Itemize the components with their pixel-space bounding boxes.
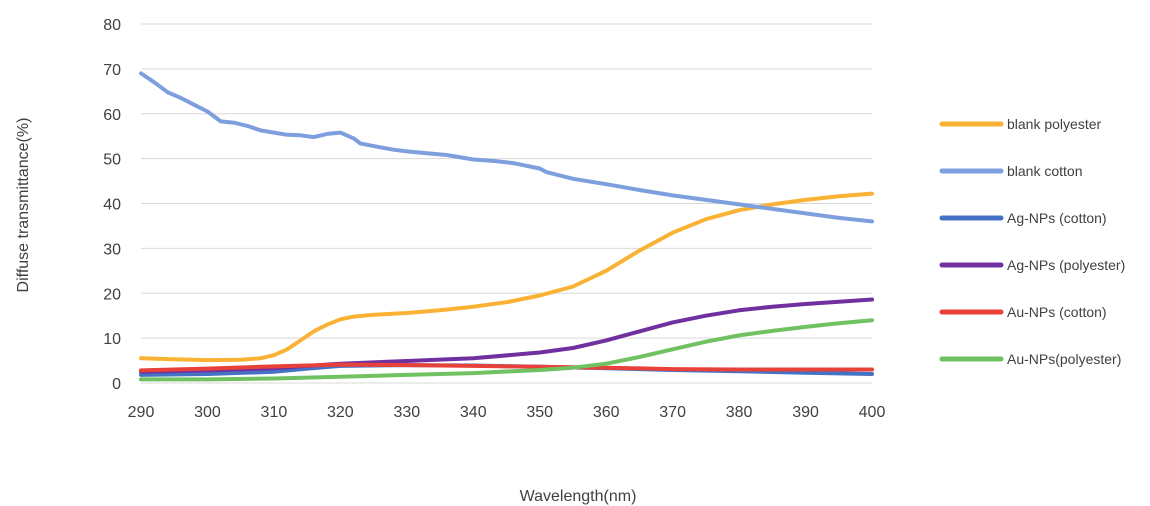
x-tick-label: 330	[393, 404, 420, 421]
y-tick-label: 50	[103, 152, 121, 169]
series-line-4	[139, 362, 874, 373]
y-tick-label: 20	[103, 286, 121, 303]
x-tick-label: 360	[593, 404, 620, 421]
y-axis-ticks: 0 10 20 30 40 50 60 70 80	[103, 17, 121, 393]
series-line-1	[139, 71, 874, 224]
y-tick-label: 0	[112, 376, 121, 393]
legend-label-5: Au-NPs(polyester)	[1007, 351, 1121, 367]
legend-label-3: Ag-NPs (polyester)	[1007, 257, 1125, 273]
x-tick-label: 370	[659, 404, 686, 421]
x-axis-ticks: 290 300 310 320 330 340 350 360 370 380 390 400	[128, 404, 886, 421]
legend-label-1: blank cotton	[1007, 163, 1083, 179]
x-tick-label: 390	[792, 404, 819, 421]
x-tick-label: 380	[726, 404, 753, 421]
x-tick-label: 400	[859, 404, 886, 421]
series-line-5	[139, 318, 874, 382]
y-axis-title: Diffuse transmittance(%)	[15, 118, 32, 293]
x-axis-title: Wavelength(nm)	[520, 488, 637, 505]
legend-label-2: Ag-NPs (cotton)	[1007, 210, 1107, 226]
series-line-0	[139, 191, 874, 363]
y-tick-label: 60	[103, 107, 121, 124]
x-tick-label: 300	[194, 404, 221, 421]
legend: blank polyester blank cotton Ag-NPs (cotto…	[939, 116, 1125, 367]
legend-label-4: Au-NPs (cotton)	[1007, 304, 1107, 320]
y-tick-label: 80	[103, 17, 121, 34]
gridlines	[141, 23, 872, 384]
x-tick-label: 310	[261, 404, 288, 421]
series-lines	[139, 71, 874, 382]
y-tick-label: 30	[103, 241, 121, 258]
y-tick-label: 40	[103, 197, 121, 214]
y-tick-label: 10	[103, 331, 121, 348]
x-tick-label: 340	[460, 404, 487, 421]
x-tick-label: 320	[327, 404, 354, 421]
x-tick-label: 350	[526, 404, 553, 421]
legend-label-0: blank polyester	[1007, 116, 1102, 132]
x-tick-label: 290	[128, 404, 155, 421]
y-tick-label: 70	[103, 62, 121, 79]
